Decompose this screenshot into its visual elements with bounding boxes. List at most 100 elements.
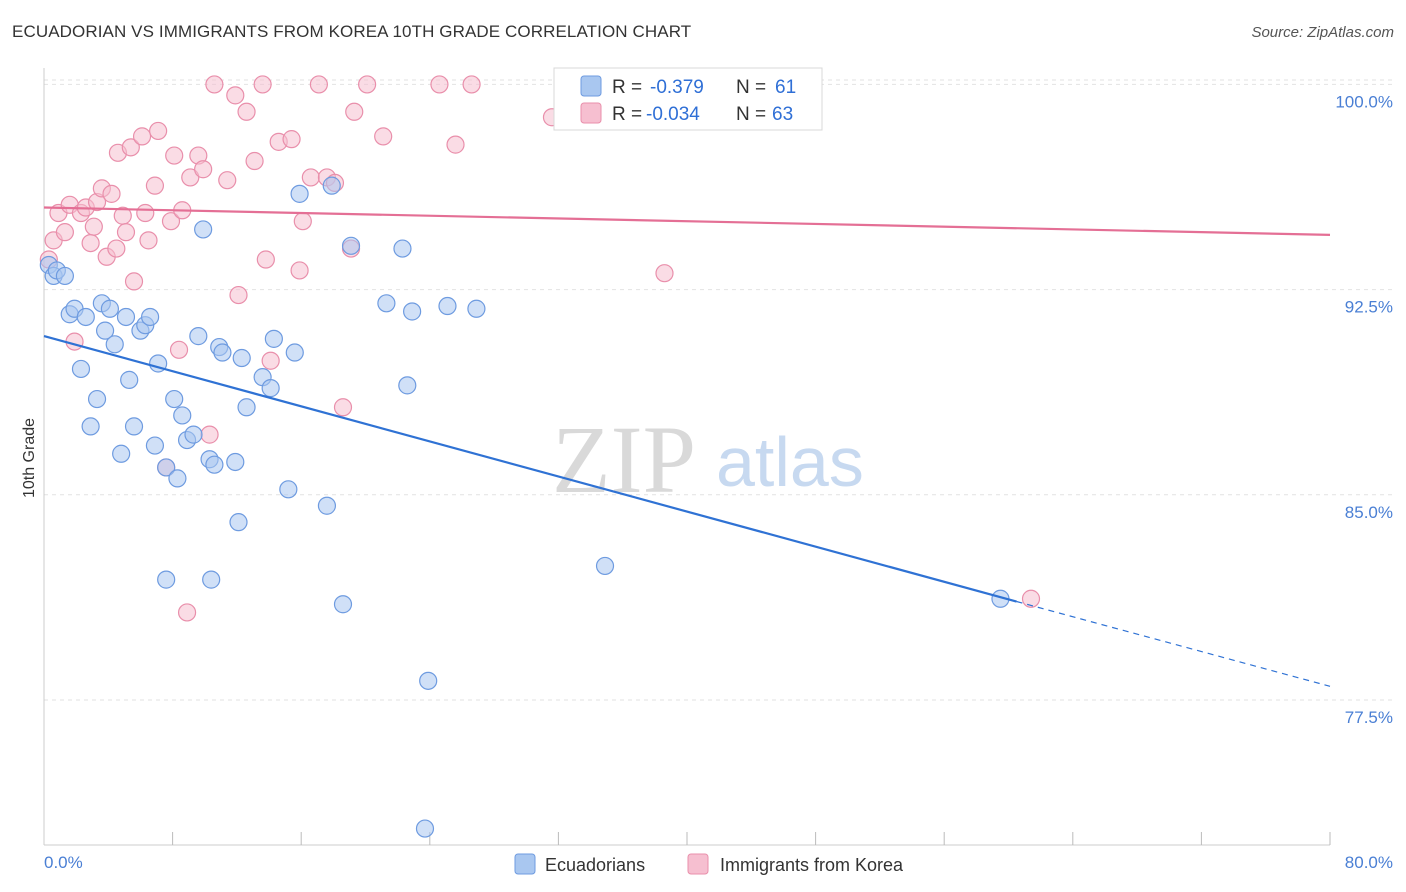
ecuadorian-point — [157, 570, 176, 589]
legend-box: R = -0.379 N = 61 R = -0.034 N = 63 — [553, 67, 823, 131]
korea-point — [256, 250, 275, 269]
legend-swatch-blue — [580, 75, 602, 97]
ecuadorian-point — [157, 458, 176, 477]
korea-trend-line — [43, 206, 1331, 236]
korea-point — [136, 203, 155, 223]
korea-point — [430, 75, 449, 94]
ecuadorian-point — [189, 327, 208, 346]
legend-r-value-1: -0.379 — [650, 77, 704, 98]
x-ticks — [172, 832, 1331, 845]
legend-n-value-2: 63 — [772, 104, 793, 125]
bottom-legend-ecuadorians: Ecuadorians — [545, 855, 645, 875]
korea-point — [253, 75, 272, 94]
ecuadorian-point — [229, 513, 248, 532]
ecuadorian-point — [467, 299, 486, 318]
ecuadorian-point — [120, 370, 139, 389]
legend-n-label-2: N = — [736, 104, 766, 125]
ecuadorian-point — [55, 266, 74, 286]
ecuadorian-point — [341, 236, 361, 255]
korea-point — [102, 184, 121, 203]
legend-n-label-1: N = — [736, 77, 766, 98]
korea-point — [229, 285, 248, 305]
y-tick-label: 77.5% — [1345, 708, 1393, 727]
ecuadorian-point — [95, 321, 115, 340]
korea-point — [226, 86, 245, 105]
korea-point — [205, 75, 224, 94]
y-tick-label: 92.5% — [1345, 298, 1393, 317]
trend-lines — [43, 206, 1331, 687]
korea-point — [358, 75, 377, 94]
ecuadorian-point — [237, 398, 256, 417]
ecuadorian-point — [145, 436, 165, 455]
korea-point — [261, 351, 280, 370]
korea-point — [149, 121, 168, 141]
ecuadorian-point — [165, 389, 184, 409]
watermark-atlas: atlas — [716, 423, 864, 501]
ecuadorian-point — [105, 335, 124, 354]
y-tick-label: 100.0% — [1335, 92, 1393, 111]
korea-point — [333, 398, 353, 417]
korea-point — [245, 151, 264, 171]
bottom-legend-swatch-ecuadorians — [514, 853, 536, 875]
ecuadorian-point — [333, 595, 353, 614]
ecuadorian-point — [279, 480, 298, 499]
korea-point — [218, 171, 237, 190]
ecuadorian-point — [377, 294, 396, 313]
watermark-zip: ZIP — [552, 406, 696, 513]
ecuadorian-point — [261, 379, 280, 398]
ecuadorian-point — [116, 307, 136, 327]
korea-point — [121, 138, 140, 157]
ecuadorian-point — [317, 496, 337, 515]
legend-swatch-pink — [580, 102, 602, 124]
source-label: Source: ZipAtlas.com — [1251, 24, 1394, 41]
bottom-legend-korea: Immigrants from Korea — [720, 855, 904, 875]
korea-point — [655, 264, 674, 283]
korea-point — [161, 212, 181, 231]
ecuadorian-point — [173, 406, 192, 425]
ecuadorian-point — [264, 329, 283, 348]
ecuadorian-point — [202, 570, 221, 589]
korea-point — [132, 127, 152, 146]
korea-point — [301, 168, 320, 187]
korea-point — [345, 102, 364, 121]
korea-point — [194, 160, 213, 179]
korea-point — [55, 223, 74, 242]
korea-point — [282, 130, 301, 149]
ecuadorian-trend-line — [43, 335, 1017, 603]
ecuadorian-point — [226, 452, 245, 472]
y-tick-labels: 77.5% 85.0% 92.5% 100.0% — [1335, 92, 1393, 727]
korea-point — [293, 212, 312, 231]
legend-r-label-2: R = — [612, 104, 642, 125]
ecuadorian-point — [285, 343, 304, 362]
ecuadorian-trend-extension — [1016, 600, 1331, 687]
ecuadorian-point — [322, 176, 341, 195]
ecuadorian-point — [194, 220, 213, 239]
korea-point — [107, 239, 126, 258]
ecuadorian-point — [415, 819, 435, 838]
x-tick-label-min: 0.0% — [44, 853, 83, 872]
ecuadorian-points — [39, 176, 1010, 838]
ecuadorian-point — [595, 556, 615, 576]
ecuadorian-point — [184, 425, 203, 444]
legend-r-label-1: R = — [612, 77, 642, 98]
ecuadorian-point — [81, 417, 100, 436]
ecuadorian-point — [87, 389, 107, 409]
ecuadorian-point — [124, 417, 144, 436]
korea-point — [200, 425, 219, 444]
ecuadorian-point — [168, 469, 187, 488]
ecuadorian-point — [205, 455, 224, 474]
korea-point — [165, 146, 184, 165]
korea-point — [446, 135, 465, 154]
chart-title: ECUADORIAN VS IMMIGRANTS FROM KOREA 10TH… — [12, 22, 692, 41]
ecuadorian-point — [403, 302, 422, 321]
ecuadorian-point — [112, 444, 131, 463]
korea-point — [237, 102, 256, 121]
x-tick-label-max: 80.0% — [1345, 853, 1393, 872]
korea-point — [374, 127, 393, 146]
korea-point — [309, 75, 328, 94]
y-axis-label: 10th Grade — [21, 418, 38, 498]
y-tick-label: 85.0% — [1345, 503, 1393, 522]
korea-point — [290, 261, 309, 280]
ecuadorian-point — [290, 184, 309, 203]
